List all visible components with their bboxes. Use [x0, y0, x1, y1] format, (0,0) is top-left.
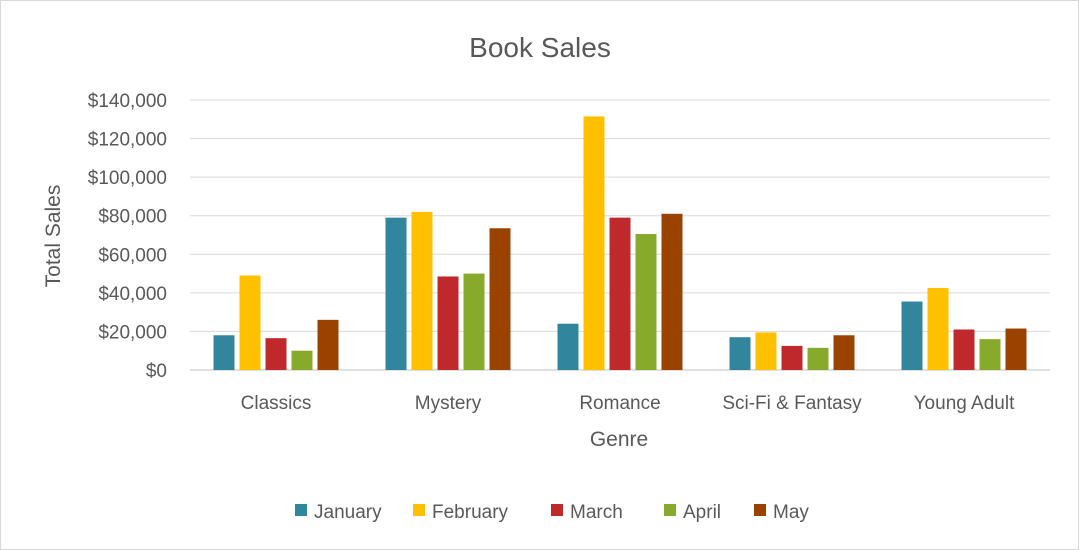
bar-march-3 — [781, 345, 803, 370]
chart-title: Book Sales — [469, 32, 611, 63]
y-axis-title: Total Sales — [42, 185, 65, 288]
bar-february-2 — [583, 116, 605, 371]
x-axis-title: Genre — [590, 428, 648, 451]
bar-april-3 — [807, 347, 829, 370]
y-tick-label: $60,000 — [98, 245, 167, 266]
x-tick-label: Mystery — [415, 393, 482, 414]
bar-may-0 — [317, 319, 339, 370]
bar-april-1 — [463, 273, 485, 370]
y-tick-label: $120,000 — [88, 130, 167, 151]
legend-swatch-may — [754, 504, 766, 516]
legend-label-may: May — [773, 502, 809, 523]
bar-may-2 — [661, 213, 683, 370]
legend: January February March April May — [295, 502, 809, 523]
bar-january-1 — [385, 217, 407, 370]
bar-may-3 — [833, 335, 855, 370]
bar-january-0 — [213, 335, 235, 370]
legend-swatch-march — [551, 504, 563, 516]
bar-january-4 — [901, 301, 923, 370]
bars — [213, 116, 1027, 371]
legend-swatch-january — [295, 504, 307, 516]
bar-april-4 — [979, 339, 1001, 370]
y-tick-label: $40,000 — [98, 284, 167, 305]
legend-label-january: January — [314, 502, 382, 523]
bar-march-2 — [609, 217, 631, 370]
x-axis-tick-labels: Classics Mystery Romance Sci-Fi & Fantasy Yo… — [241, 393, 1015, 414]
x-tick-label: Young Adult — [914, 393, 1015, 414]
y-tick-label: $0 — [146, 361, 167, 382]
x-tick-label: Romance — [579, 393, 660, 414]
y-tick-label: $140,000 — [88, 91, 167, 112]
bar-april-2 — [635, 234, 657, 370]
y-tick-label: $100,000 — [88, 168, 167, 189]
bar-may-1 — [489, 228, 511, 370]
bar-february-4 — [927, 288, 949, 370]
legend-label-april: April — [683, 502, 721, 523]
x-tick-label: Sci-Fi & Fantasy — [722, 393, 862, 414]
legend-label-february: February — [432, 502, 509, 523]
legend-label-march: March — [570, 502, 623, 523]
bar-february-0 — [239, 275, 261, 370]
y-axis-tick-labels: $0 $20,000 $40,000 $60,000 $80,000 $100,000 $1… — [88, 91, 167, 382]
legend-swatch-april — [664, 504, 676, 516]
x-tick-label: Classics — [241, 393, 312, 414]
bar-april-0 — [291, 350, 313, 370]
bar-january-2 — [557, 323, 579, 370]
bar-february-3 — [755, 332, 777, 370]
bar-january-3 — [729, 337, 751, 370]
bar-march-0 — [265, 338, 287, 370]
bar-march-4 — [953, 329, 975, 370]
bar-february-1 — [411, 211, 433, 370]
y-tick-label: $20,000 — [98, 322, 167, 343]
y-tick-label: $80,000 — [98, 207, 167, 228]
legend-swatch-february — [413, 504, 425, 516]
bar-may-4 — [1005, 328, 1027, 370]
bar-march-1 — [437, 276, 459, 370]
